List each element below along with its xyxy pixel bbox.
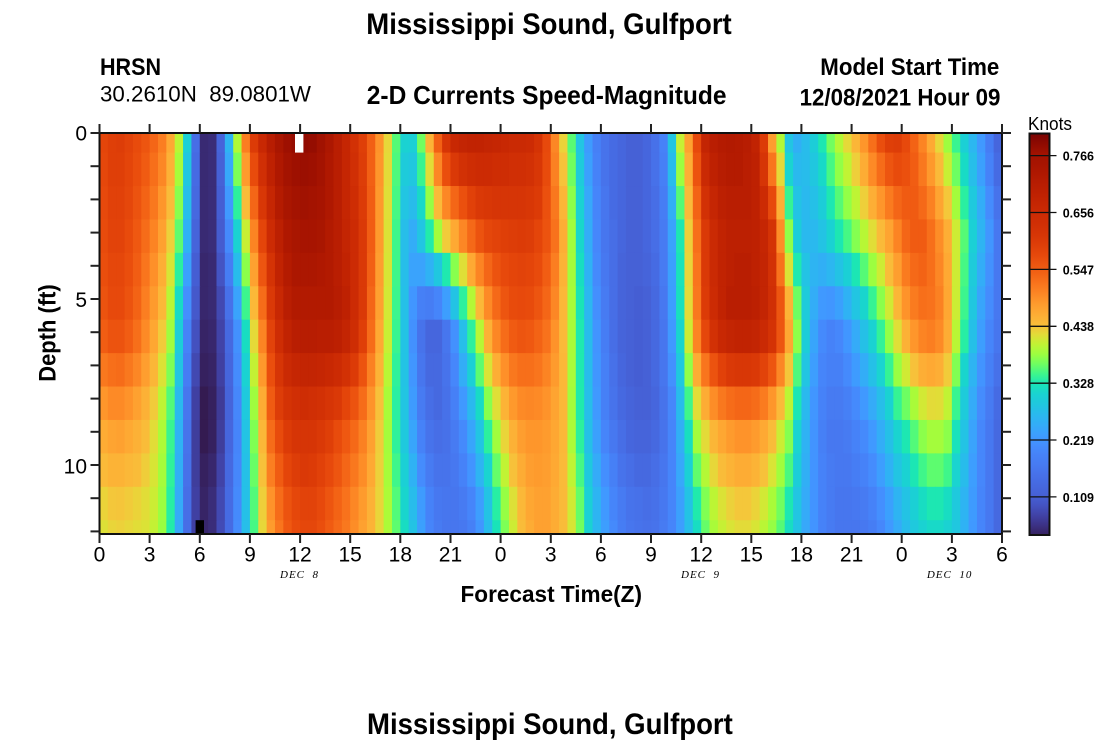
svg-text:6: 6 — [996, 544, 1008, 567]
svg-text:30.2610N 89.0801W: 30.2610N 89.0801W — [100, 82, 312, 107]
svg-text:DEC 10: DEC 10 — [926, 569, 973, 581]
svg-text:21: 21 — [439, 544, 462, 567]
svg-text:18: 18 — [790, 544, 813, 567]
svg-text:3: 3 — [144, 544, 156, 567]
svg-text:12/08/2021 Hour 09: 12/08/2021 Hour 09 — [800, 85, 1001, 112]
svg-text:0: 0 — [896, 544, 908, 567]
svg-text:2-D Currents Speed-Magnitude: 2-D Currents Speed-Magnitude — [367, 80, 727, 110]
svg-text:18: 18 — [389, 544, 412, 567]
svg-text:0.438: 0.438 — [1063, 320, 1094, 334]
svg-text:0.219: 0.219 — [1063, 434, 1094, 448]
svg-text:Mississippi Sound, Gulfport: Mississippi Sound, Gulfport — [367, 708, 733, 741]
svg-text:0.656: 0.656 — [1063, 206, 1094, 220]
svg-text:0: 0 — [495, 544, 507, 567]
svg-text:0: 0 — [94, 544, 106, 567]
svg-text:3: 3 — [946, 544, 958, 567]
svg-text:6: 6 — [194, 544, 206, 567]
svg-text:3: 3 — [545, 544, 557, 567]
svg-text:Depth (ft): Depth (ft) — [35, 284, 62, 382]
svg-text:Model Start Time: Model Start Time — [820, 54, 999, 81]
svg-text:Forecast Time(Z): Forecast Time(Z) — [461, 581, 643, 607]
svg-text:0.328: 0.328 — [1063, 377, 1094, 391]
svg-text:15: 15 — [740, 544, 763, 567]
svg-text:15: 15 — [339, 544, 362, 567]
svg-text:21: 21 — [840, 544, 863, 567]
svg-text:HRSN: HRSN — [100, 54, 161, 81]
svg-text:9: 9 — [645, 544, 657, 567]
svg-text:12: 12 — [689, 544, 712, 567]
svg-text:DEC 9: DEC 9 — [680, 569, 720, 581]
svg-text:0.766: 0.766 — [1063, 150, 1094, 164]
svg-text:Knots: Knots — [1028, 114, 1072, 134]
svg-text:12: 12 — [288, 544, 311, 567]
svg-text:DEC 8: DEC 8 — [279, 569, 319, 581]
svg-text:6: 6 — [595, 544, 607, 567]
svg-text:9: 9 — [244, 544, 256, 567]
svg-text:0.109: 0.109 — [1063, 491, 1094, 505]
svg-text:0: 0 — [75, 123, 87, 146]
svg-text:10: 10 — [64, 456, 87, 479]
svg-text:5: 5 — [75, 289, 87, 312]
svg-text:Mississippi Sound, Gulfport: Mississippi Sound, Gulfport — [366, 8, 731, 41]
svg-text:0.547: 0.547 — [1063, 263, 1094, 277]
